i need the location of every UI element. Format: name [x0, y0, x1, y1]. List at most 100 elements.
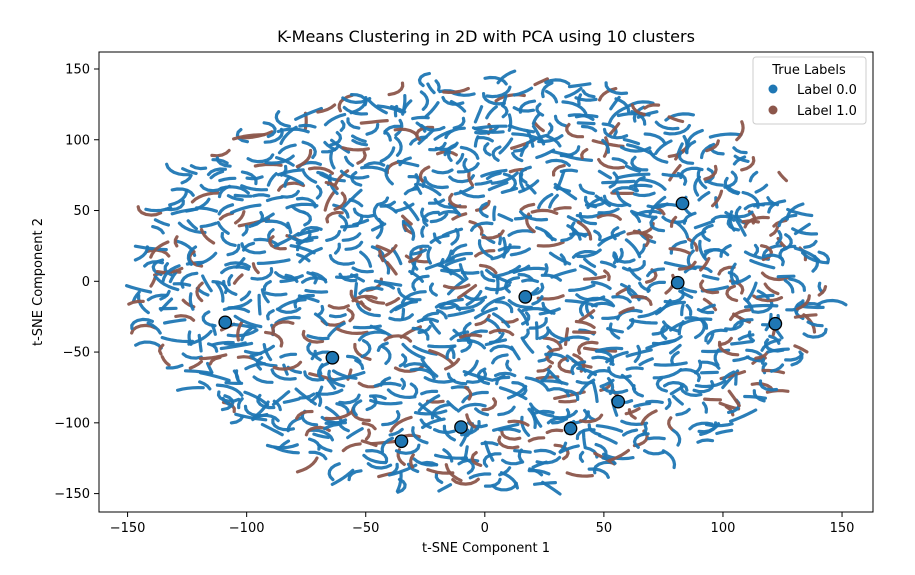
data-strand	[233, 193, 253, 198]
data-strand	[576, 248, 602, 259]
data-strand	[594, 194, 612, 208]
data-strand	[206, 361, 214, 375]
data-strand	[125, 284, 153, 294]
data-strand	[409, 453, 415, 469]
data-strand	[388, 313, 414, 322]
data-strand	[301, 329, 325, 344]
data-strand	[661, 172, 681, 178]
data-strand	[553, 409, 578, 420]
data-strand	[402, 220, 416, 241]
data-strand	[759, 244, 773, 262]
data-strand	[270, 368, 297, 381]
data-strand	[601, 386, 629, 395]
data-strand	[190, 191, 220, 204]
data-strand	[414, 182, 423, 195]
data-strand	[518, 99, 537, 114]
data-strand	[667, 115, 685, 124]
data-strand	[253, 162, 283, 168]
data-strand	[500, 104, 509, 119]
data-strand	[344, 240, 364, 251]
data-strand	[536, 364, 552, 373]
data-strand	[760, 338, 782, 352]
data-strand	[288, 234, 314, 243]
data-strand	[817, 285, 828, 297]
data-strand	[652, 368, 683, 380]
data-strand	[697, 191, 711, 202]
data-strand	[654, 139, 673, 155]
data-strand	[614, 97, 631, 114]
data-strand	[394, 202, 415, 213]
data-strand	[403, 223, 414, 235]
data-strand	[434, 472, 444, 484]
data-strand	[409, 244, 430, 257]
data-strand	[537, 192, 554, 210]
data-strand	[531, 113, 541, 126]
data-strand	[711, 189, 724, 208]
data-strand	[680, 303, 685, 317]
data-strand	[580, 124, 598, 133]
data-strand	[460, 270, 480, 275]
data-strand	[423, 176, 449, 190]
data-strand	[316, 103, 337, 114]
data-strand	[325, 229, 342, 242]
data-strand	[478, 263, 498, 275]
data-strand	[775, 230, 783, 246]
data-strand	[550, 268, 577, 279]
data-strand	[427, 198, 446, 205]
data-strand	[186, 219, 198, 231]
data-strand	[271, 320, 295, 334]
data-strand	[146, 321, 162, 335]
data-strand	[333, 191, 347, 211]
data-strand	[420, 124, 446, 132]
data-strand	[357, 330, 387, 342]
data-strand	[296, 253, 311, 263]
data-strand	[574, 319, 596, 329]
data-strand	[151, 225, 165, 235]
data-strand	[253, 237, 280, 247]
data-strand	[273, 231, 301, 248]
data-strand	[410, 259, 417, 276]
data-strand	[545, 158, 571, 167]
data-strand	[625, 348, 653, 358]
data-strand	[298, 123, 317, 129]
data-strand	[307, 428, 334, 442]
data-strand	[547, 387, 571, 398]
data-strand	[679, 166, 704, 180]
data-strand	[506, 384, 528, 400]
data-strand	[701, 223, 714, 242]
data-strand	[268, 235, 287, 251]
data-strand	[703, 248, 730, 257]
data-strand	[336, 327, 369, 335]
data-strand	[277, 181, 306, 192]
data-strand	[648, 149, 669, 164]
data-strand	[342, 105, 369, 116]
data-strand	[576, 121, 596, 126]
data-strand	[769, 225, 780, 237]
data-strand	[441, 96, 465, 106]
data-strand	[564, 86, 583, 99]
data-strand	[341, 232, 362, 242]
data-strand	[793, 344, 809, 354]
data-strand	[161, 264, 181, 283]
data-strand	[535, 102, 545, 117]
data-strand	[607, 122, 621, 137]
data-strand	[646, 267, 666, 278]
data-strand	[480, 168, 508, 178]
data-strand	[579, 264, 598, 277]
data-strand	[730, 339, 754, 346]
data-strand	[218, 211, 235, 221]
data-strand	[534, 321, 539, 341]
data-strand	[330, 138, 351, 154]
data-strand	[391, 247, 403, 266]
data-strand	[624, 407, 641, 416]
data-strand	[332, 203, 350, 219]
data-strand	[341, 442, 362, 453]
data-strand	[597, 169, 612, 180]
data-strand	[455, 152, 465, 165]
data-strand	[234, 412, 268, 422]
data-strand	[401, 214, 413, 226]
data-strand	[424, 101, 440, 119]
data-strand	[164, 199, 185, 212]
data-strand	[187, 329, 213, 346]
